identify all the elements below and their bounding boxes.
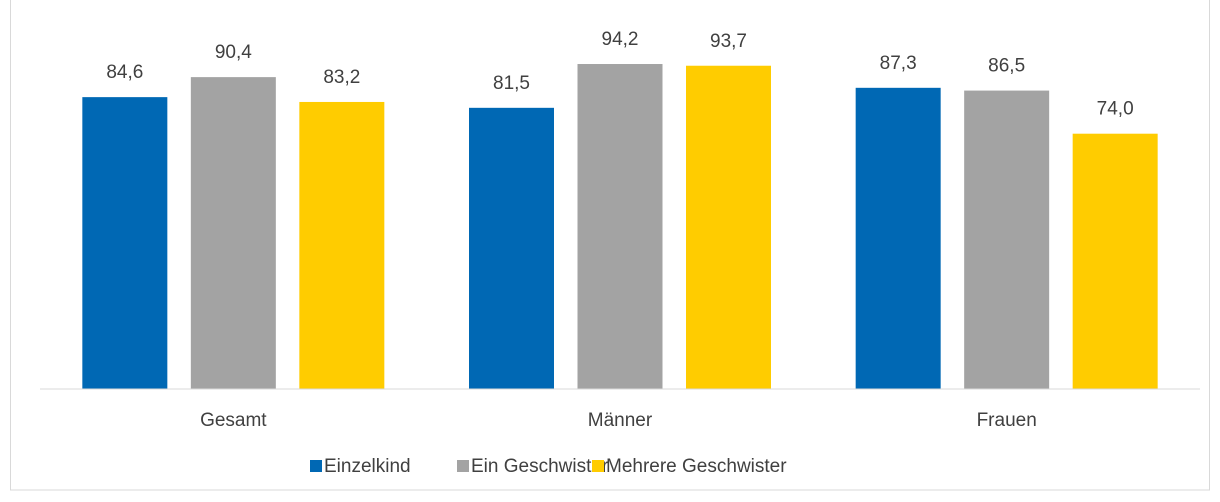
data-label: 83,2	[323, 67, 360, 88]
data-label: 87,3	[880, 53, 917, 74]
bar	[469, 107, 554, 389]
legend-swatch	[457, 460, 469, 472]
legend-label: Mehrere Geschwister	[606, 456, 787, 477]
data-label: 81,5	[493, 73, 530, 94]
bar	[964, 90, 1050, 389]
x-tick-label: Frauen	[977, 410, 1037, 431]
legend-swatch	[310, 460, 322, 472]
data-label: 84,6	[106, 62, 143, 83]
legend-label: Ein Geschwister	[471, 456, 609, 477]
legend-swatch	[592, 460, 604, 472]
bar	[1072, 133, 1158, 389]
legend-label: Einzelkind	[324, 456, 411, 477]
data-label: 93,7	[710, 31, 747, 52]
bar	[577, 64, 663, 389]
data-label: 94,2	[602, 29, 639, 50]
bar	[190, 77, 276, 390]
data-label: 74,0	[1097, 99, 1134, 120]
bar	[82, 97, 168, 389]
bar	[686, 65, 771, 390]
bar	[855, 87, 941, 389]
data-label: 90,4	[215, 42, 252, 63]
x-tick-label: Männer	[588, 410, 653, 431]
data-label: 86,5	[988, 56, 1025, 77]
x-tick-label: Gesamt	[200, 410, 267, 431]
bar	[299, 101, 385, 390]
